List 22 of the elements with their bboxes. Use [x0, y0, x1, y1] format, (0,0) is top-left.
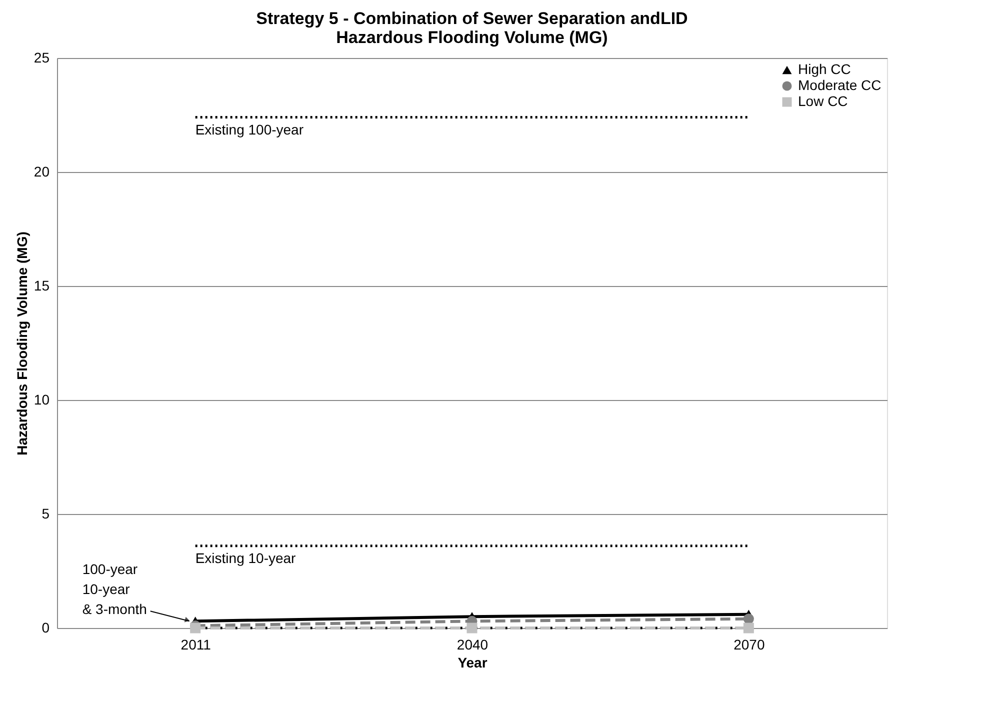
y-axis-title: Hazardous Flooding Volume (MG)	[14, 232, 30, 456]
point	[743, 614, 754, 624]
x-tick-label: 2070	[734, 636, 765, 652]
legend-label: Low CC	[798, 93, 848, 109]
ref-line-label: Existing 100-year	[195, 121, 304, 138]
x-axis-title: Year	[458, 654, 488, 670]
x-tick-label: 2040	[456, 636, 488, 652]
y-tick-label: 20	[34, 164, 50, 180]
y-tick-label: 25	[34, 50, 50, 66]
legend-label: High CC	[798, 61, 851, 77]
annotation: 100-year 10-year & 3-month	[82, 561, 147, 618]
legend-label: Moderate CC	[798, 77, 882, 93]
point	[190, 622, 201, 634]
y-tick-label: 5	[42, 506, 50, 522]
chart-title: Strategy 5 - Combination of Sewer Separation andLID Hazardous Flooding Volume (MG)	[256, 9, 688, 47]
y-tick-label: 15	[34, 278, 50, 294]
point	[466, 622, 478, 634]
y-tick-label: 0	[42, 620, 50, 636]
y-tick-label: 10	[34, 392, 50, 408]
x-tick-label: 2011	[180, 636, 212, 652]
point	[743, 622, 754, 634]
ref-line-label: Existing 10-year	[195, 550, 296, 566]
